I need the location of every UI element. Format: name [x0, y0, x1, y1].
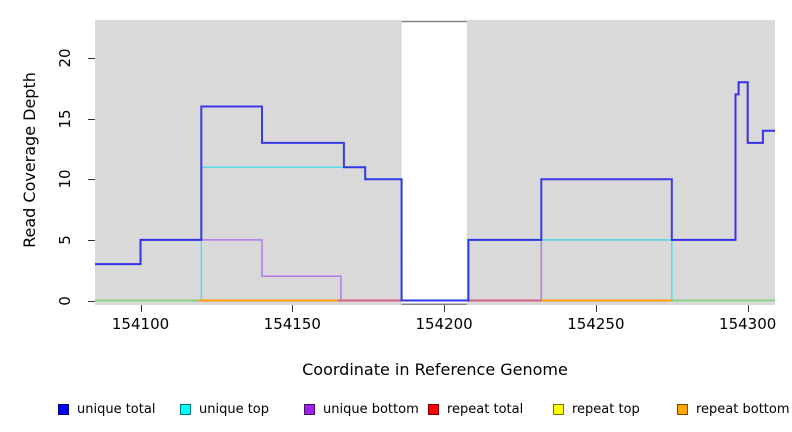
x-tick-label-154200: 154200: [415, 315, 473, 333]
legend-item-repeat-top: repeat top: [553, 399, 640, 419]
masked-region: [401, 20, 467, 305]
legend-swatch-repeat-top: [553, 403, 564, 415]
y-axis-label: Read Coverage Depth: [20, 72, 39, 248]
x-tick-label-154300: 154300: [719, 315, 777, 333]
x-tick-mark-154200: [444, 305, 446, 312]
legend-item-unique-top: unique top: [180, 399, 269, 419]
legend-label-repeat-bottom: repeat bottom: [696, 401, 790, 417]
x-tick-mark-154300: [747, 305, 749, 312]
legend-label-repeat-total: repeat total: [447, 401, 524, 417]
y-tick-mark-20: [88, 58, 95, 60]
y-tick-label-20: 20: [56, 48, 74, 68]
legend-swatch-unique-top: [180, 403, 191, 415]
x-tick-mark-154100: [140, 305, 142, 312]
legend-swatch-repeat-bottom: [677, 403, 688, 415]
y-tick-label-15: 15: [56, 109, 74, 129]
legend-swatch-unique-total: [58, 403, 69, 415]
legend-label-unique-bottom: unique bottom: [323, 401, 419, 417]
x-tick-mark-154250: [595, 305, 597, 312]
x-tick-label-154250: 154250: [567, 315, 625, 333]
legend-swatch-repeat-total: [428, 403, 439, 415]
y-tick-label-0: 0: [56, 295, 74, 306]
x-tick-mark-154150: [292, 305, 294, 312]
legend-swatch-unique-bottom: [304, 403, 315, 415]
y-tick-mark-15: [88, 118, 95, 120]
legend-label-unique-total: unique total: [77, 401, 156, 417]
coverage-plot-svg: [95, 20, 775, 305]
series-unique-total: [95, 81, 775, 302]
legend-item-unique-total: unique total: [58, 399, 155, 419]
legend: unique total unique top unique bottom re…: [0, 399, 792, 421]
y-tick-mark-5: [88, 239, 95, 241]
legend-label-repeat-top: repeat top: [572, 401, 640, 417]
x-tick-label-154100: 154100: [111, 315, 170, 333]
legend-item-repeat-total: repeat total: [428, 399, 523, 419]
plot-area: [95, 20, 775, 305]
legend-label-unique-top: unique top: [199, 401, 270, 417]
y-tick-mark-10: [88, 179, 95, 181]
legend-item-repeat-bottom: repeat bottom: [677, 399, 790, 419]
y-tick-mark-0: [88, 300, 95, 302]
y-tick-label-10: 10: [56, 169, 74, 189]
y-tick-label-5: 5: [56, 235, 74, 245]
x-axis-label: Coordinate in Reference Genome: [302, 360, 568, 379]
x-tick-label-154150: 154150: [263, 315, 321, 333]
legend-item-unique-bottom: unique bottom: [304, 399, 419, 419]
